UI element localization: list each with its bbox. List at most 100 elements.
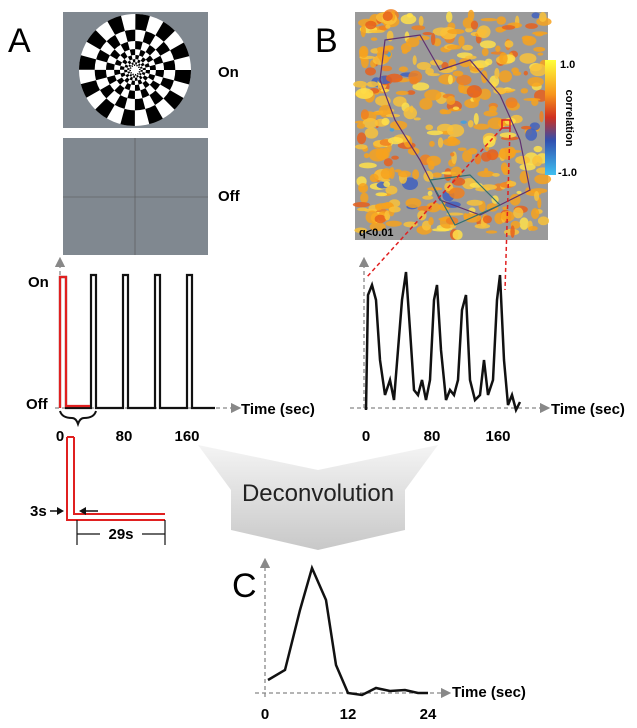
blob [399, 66, 408, 72]
blob [427, 130, 443, 135]
blob [419, 16, 424, 26]
blob [428, 217, 433, 225]
blob [411, 25, 425, 30]
blob [357, 123, 365, 129]
blob [530, 122, 540, 130]
blob [501, 162, 508, 172]
blob [424, 90, 441, 101]
blob [453, 230, 463, 240]
blob [467, 85, 482, 98]
blob [510, 225, 515, 238]
x-tick-label: 160 [485, 428, 510, 445]
x-tick-label: 160 [174, 428, 199, 445]
blob [528, 226, 538, 231]
blob [460, 120, 466, 124]
blob [534, 191, 539, 201]
colorbar-title: correlation [563, 90, 575, 147]
panel-letter: B [315, 22, 338, 60]
blob [359, 186, 366, 190]
blob [353, 81, 367, 88]
blob [447, 137, 458, 145]
blob [505, 97, 517, 108]
blob [522, 36, 536, 46]
blob [493, 87, 506, 94]
blob [431, 33, 435, 45]
x-label: Time (sec) [241, 401, 315, 418]
blob [534, 174, 551, 184]
blob [489, 106, 497, 113]
blob [495, 45, 500, 51]
blob [515, 156, 530, 164]
blob [428, 191, 433, 196]
blob [410, 105, 414, 112]
blob [474, 113, 479, 125]
annotation: 29s [108, 526, 133, 543]
blob [458, 36, 464, 47]
x-label: Time (sec) [551, 401, 625, 418]
blob [521, 126, 531, 130]
annotation: 3s [30, 503, 47, 520]
blob [494, 68, 499, 79]
blob [537, 53, 543, 56]
blob [406, 37, 419, 47]
blob [413, 55, 417, 65]
blob [422, 32, 432, 35]
single-cycle [67, 437, 165, 520]
blob [533, 47, 545, 52]
stimulus-trace [60, 275, 215, 408]
blob [365, 67, 376, 75]
blob [502, 25, 515, 30]
blob [519, 217, 528, 229]
blob [360, 193, 368, 204]
blob [386, 221, 402, 227]
blob [477, 25, 490, 38]
blob [481, 152, 491, 162]
blob [391, 156, 399, 160]
blob [359, 163, 377, 169]
blob [447, 124, 464, 137]
blob [364, 153, 370, 158]
blob [453, 71, 464, 77]
blob [389, 206, 401, 212]
blob [446, 11, 452, 22]
blob [438, 137, 443, 147]
blob [353, 202, 370, 207]
blob [359, 46, 368, 58]
blob [367, 81, 378, 87]
blob [532, 155, 542, 166]
blob [370, 174, 379, 183]
blob [468, 120, 474, 127]
blob [361, 25, 366, 37]
blob [458, 148, 467, 151]
blob [527, 77, 543, 87]
blob [492, 173, 500, 177]
blob [462, 45, 473, 51]
blob [468, 148, 477, 154]
blob [384, 46, 393, 50]
blob [388, 137, 403, 144]
blob [365, 21, 376, 30]
blob [531, 98, 538, 106]
colorbar-tick: 1.0 [560, 59, 575, 71]
blob [505, 40, 514, 47]
blob [473, 124, 489, 130]
hrf-curve [268, 568, 428, 695]
panel-letter: A [8, 22, 31, 60]
blob [395, 169, 402, 172]
blob [465, 55, 477, 59]
blob [390, 128, 395, 131]
blob [432, 172, 442, 177]
y-label: Off [26, 396, 49, 413]
y-label: On [28, 274, 49, 291]
figure: A On Off On Off Time (sec) 0 80 160 3s 2… [0, 0, 637, 723]
blob [369, 30, 385, 33]
blob [383, 181, 390, 187]
x-tick-label: 24 [420, 706, 437, 723]
x-tick-label: 0 [362, 428, 370, 445]
blob [449, 188, 465, 199]
blob [499, 52, 508, 64]
blob [511, 67, 519, 73]
blob [385, 25, 390, 29]
blob [371, 37, 378, 41]
blob [467, 200, 483, 206]
